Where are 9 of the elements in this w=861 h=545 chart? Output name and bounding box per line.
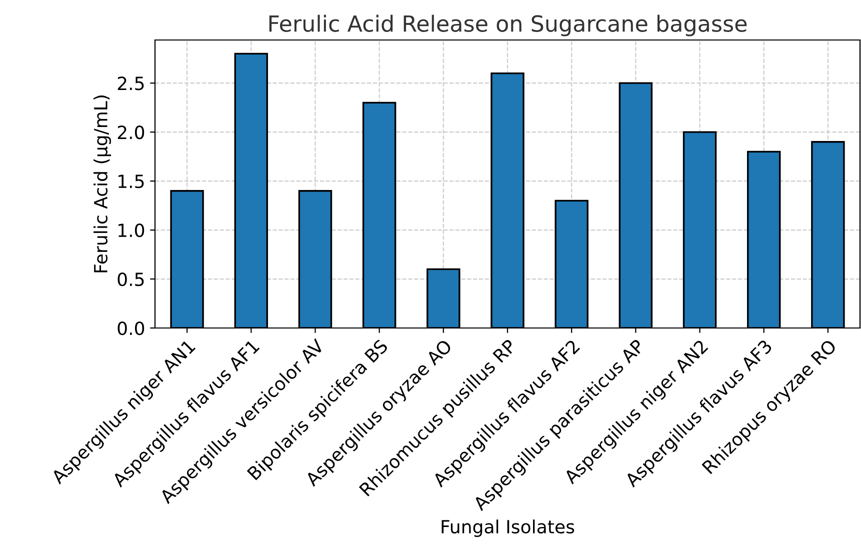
y-tick-label: 2.0 bbox=[118, 126, 144, 140]
y-tick-label: 1.0 bbox=[118, 224, 144, 238]
y-tick-label: 0.0 bbox=[118, 321, 144, 336]
y-tick-label: 2.5 bbox=[118, 76, 144, 90]
y-tick-label: 0.5 bbox=[118, 272, 144, 286]
chart-title: Ferulic Acid Release on Sugarcane bagasse bbox=[269, 14, 747, 36]
y-tick-label: 1.5 bbox=[118, 174, 144, 188]
x-axis-title: Fungal Isolates bbox=[442, 520, 574, 538]
y-axis-title: Ferulic Acid (µg/mL) bbox=[94, 96, 112, 272]
